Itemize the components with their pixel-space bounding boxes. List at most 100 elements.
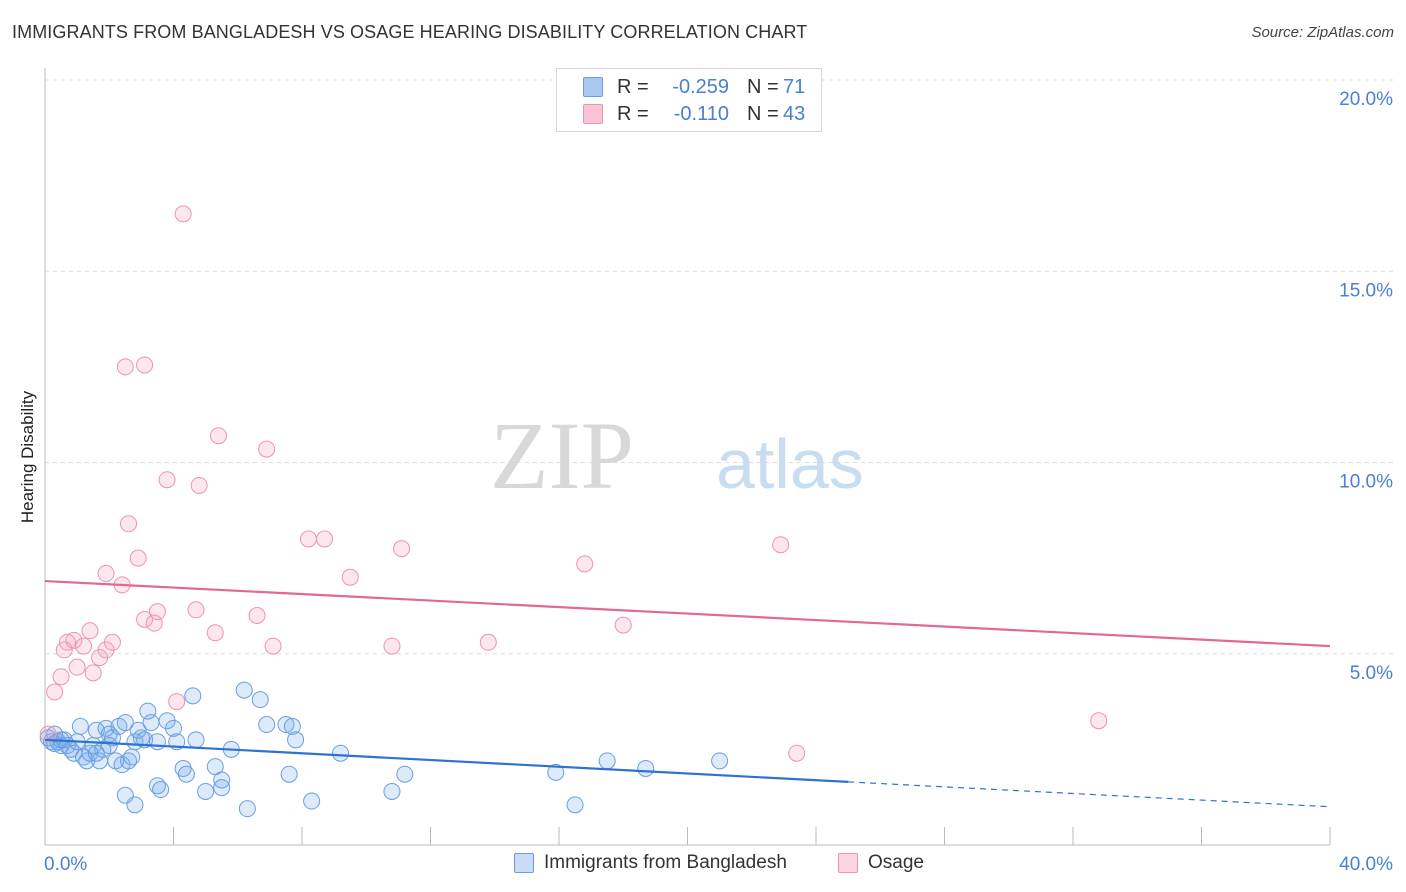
osage-point — [103, 633, 121, 651]
y-tick-label: 15.0% — [1339, 280, 1393, 301]
legend-n-value: 71 — [783, 75, 806, 98]
legend-r-value: -0.259 — [672, 75, 729, 98]
series-legend-osage[interactable]: Osage — [838, 852, 924, 874]
osage-trend-line — [44, 579, 1331, 648]
legend-swatch-bangladesh — [514, 853, 534, 873]
osage-point — [393, 540, 411, 558]
x-tick-label: 40.0% — [1339, 854, 1393, 875]
bangladesh-point — [235, 681, 253, 699]
series-legend: Immigrants from Bangladesh Osage — [0, 852, 1406, 878]
bangladesh-point — [598, 752, 616, 770]
osage-point — [168, 693, 186, 711]
bangladesh-trend-line — [44, 738, 849, 783]
legend-r-label: R = — [617, 102, 649, 125]
bangladesh-trend-extension — [848, 781, 1331, 808]
osage-point — [68, 658, 86, 676]
trend-lines — [44, 579, 1331, 808]
osage-point — [81, 622, 99, 640]
osage-point — [148, 603, 166, 621]
legend-row-osage: R = -0.110 N = 43 — [583, 102, 805, 126]
bangladesh-point — [184, 687, 202, 705]
bangladesh-point — [152, 781, 170, 799]
osage-point — [84, 664, 102, 682]
watermark-zip: ZIP — [490, 402, 634, 509]
osage-point — [299, 530, 317, 548]
osage-point — [129, 549, 147, 567]
bangladesh-point — [87, 744, 105, 762]
bangladesh-point — [187, 731, 205, 749]
bangladesh-point — [251, 691, 269, 709]
x-tick-label: 0.0% — [44, 854, 87, 875]
bangladesh-point — [258, 716, 276, 734]
bangladesh-point — [116, 714, 134, 732]
bangladesh-point — [97, 719, 115, 737]
bangladesh-point — [165, 719, 182, 737]
bangladesh-point — [277, 716, 295, 734]
legend-row-bangladesh: R = -0.259 N = 71 — [583, 75, 805, 99]
bangladesh-point — [238, 800, 256, 818]
bangladesh-point — [46, 725, 64, 743]
osage-point — [190, 476, 208, 494]
osage-point — [576, 555, 594, 573]
y-tick-label: 10.0% — [1339, 472, 1393, 493]
osage-point — [136, 610, 154, 628]
tick-labels: 5.0% 10.0% 15.0% 20.0% 0.0% 40.0% Hearing Disa… — [18, 89, 1393, 875]
osage-point — [1090, 712, 1108, 730]
osage-point — [264, 637, 282, 655]
osage-point — [209, 427, 227, 445]
bangladesh-point — [142, 714, 160, 732]
series-legend-label: Osage — [868, 852, 924, 873]
bangladesh-point — [332, 744, 350, 762]
bangladesh-point — [637, 760, 655, 777]
bangladesh-point — [303, 792, 321, 810]
osage-point — [52, 668, 70, 686]
bangladesh-point — [396, 765, 414, 783]
osage-point — [46, 683, 64, 701]
series-legend-label: Immigrants from Bangladesh — [544, 852, 787, 873]
osage-point — [614, 616, 632, 634]
bangladesh-point — [566, 796, 584, 814]
legend-swatch-osage — [583, 104, 603, 124]
y-axis-title: Hearing Disability — [18, 390, 37, 523]
y-tick-label: 20.0% — [1339, 89, 1393, 110]
bangladesh-point — [547, 763, 565, 781]
osage-point — [341, 568, 359, 586]
osage-point — [772, 536, 790, 554]
legend-r-label: R = — [617, 75, 649, 98]
osage-point — [315, 530, 333, 548]
legend-swatch-bangladesh — [583, 77, 603, 97]
series-osage-points — [39, 205, 1108, 762]
bangladesh-point — [123, 748, 141, 766]
osage-point — [383, 637, 401, 655]
chart-title: IMMIGRANTS FROM BANGLADESH VS OSAGE HEAR… — [12, 22, 808, 42]
osage-point — [248, 607, 266, 624]
osage-point — [788, 744, 806, 762]
grid-lines — [45, 79, 1395, 655]
correlation-legend: R = -0.259 N = 71 R = -0.110 N = 43 — [556, 68, 822, 132]
bangladesh-point — [287, 731, 305, 749]
osage-point — [39, 725, 57, 743]
osage-point — [116, 358, 134, 376]
bangladesh-point — [197, 782, 215, 800]
bangladesh-point — [280, 765, 298, 783]
bangladesh-point — [71, 717, 89, 735]
series-legend-bangladesh[interactable]: Immigrants from Bangladesh — [514, 852, 787, 874]
source-credit: Source: ZipAtlas.com — [1251, 24, 1394, 41]
watermark: ZIP atlas — [490, 402, 864, 509]
legend-r-value: -0.110 — [673, 102, 729, 125]
watermark-atlas: atlas — [716, 425, 864, 503]
osage-point — [158, 471, 176, 489]
osage-point — [174, 205, 192, 223]
bangladesh-point — [383, 782, 401, 800]
osage-point — [206, 624, 224, 642]
osage-point — [136, 356, 154, 374]
y-tick-label: 5.0% — [1350, 663, 1393, 684]
osage-point — [120, 515, 138, 533]
bangladesh-point — [100, 737, 118, 755]
osage-point — [479, 633, 497, 651]
axes — [44, 68, 1331, 846]
bangladesh-point — [148, 733, 166, 751]
legend-n-label: N = — [747, 102, 779, 125]
osage-point — [65, 631, 83, 649]
